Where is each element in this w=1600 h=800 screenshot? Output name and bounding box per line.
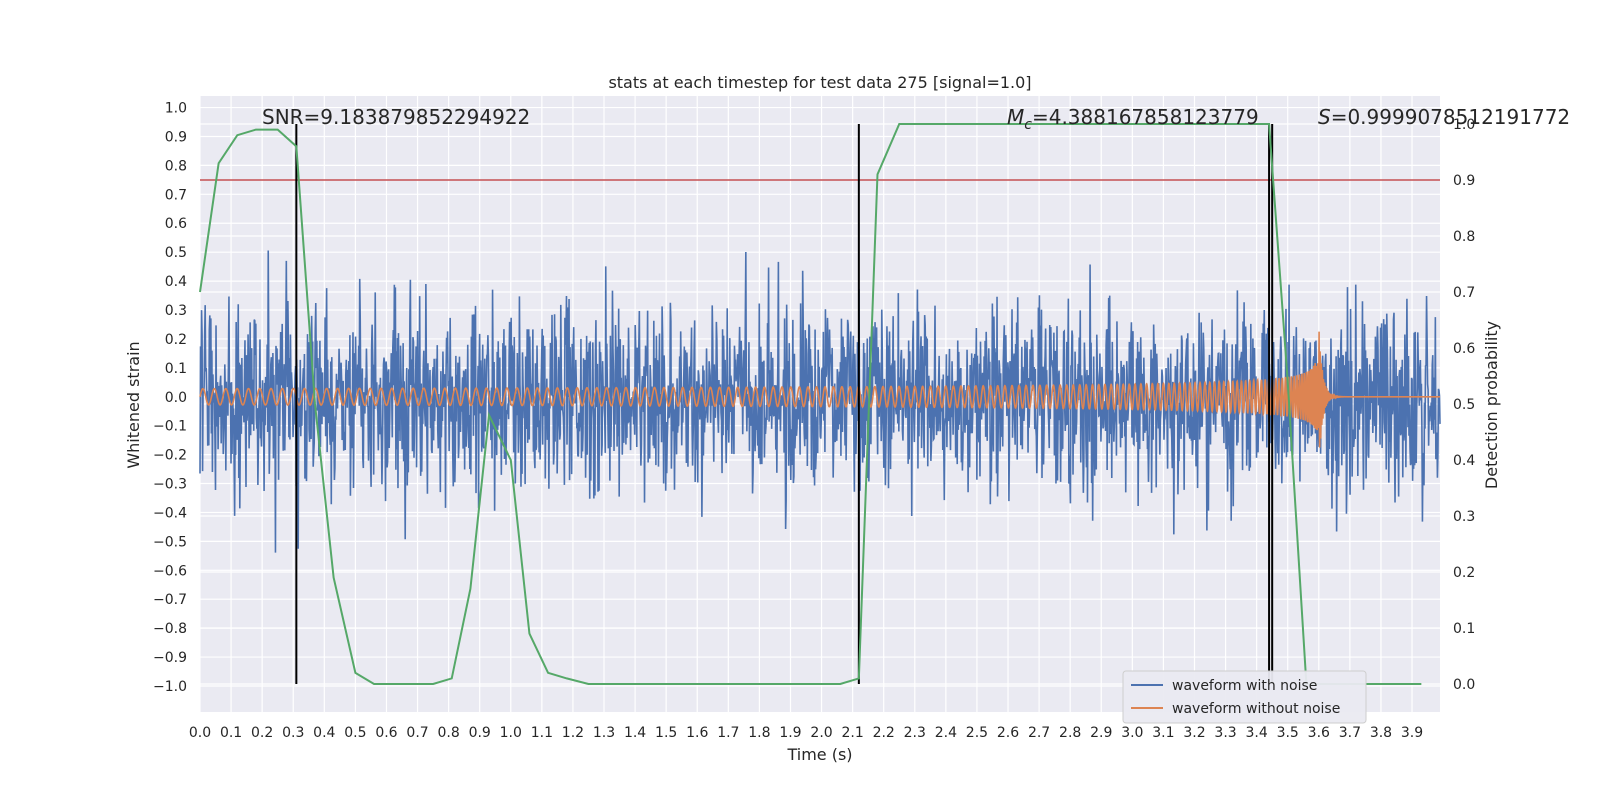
x-tick-label: 2.3 xyxy=(904,725,926,741)
legend-box xyxy=(1122,670,1367,724)
x-tick-label: 3.4 xyxy=(1246,725,1268,741)
y2-ticks: 1.0 0.9 0.8 0.7 0.6 0.5 0.4 0.3 0.2 0.1 0.0 xyxy=(1453,117,1475,693)
y2-tick-label: 0.5 xyxy=(1453,397,1475,413)
y2-tick-label: 0.6 xyxy=(1453,341,1475,357)
noise-series xyxy=(199,250,1441,553)
x-tick-label: 1.8 xyxy=(748,725,770,741)
x-tick-label: 3.8 xyxy=(1370,725,1392,741)
x-tick-label: 0.3 xyxy=(282,725,304,741)
y-tick-label: 0.9 xyxy=(165,129,187,145)
chirp-mass-subscript: c xyxy=(1024,117,1032,133)
y2-axis-label: Detection probability xyxy=(1482,321,1501,489)
x-tick-label: 0.8 xyxy=(437,725,459,741)
y2-tick-label: 0.0 xyxy=(1453,677,1475,693)
probability-line xyxy=(199,123,1422,685)
x-tick-label: 2.6 xyxy=(997,725,1019,741)
x-tick-label: 0.5 xyxy=(344,725,366,741)
x-axis-label: Time (s) xyxy=(786,745,852,764)
x-tick-label: 0.0 xyxy=(189,725,211,741)
y-tick-label: −0.5 xyxy=(153,534,187,550)
x-tick-label: 3.0 xyxy=(1121,725,1143,741)
x-ticks: 0.0 0.1 0.2 0.3 0.4 0.5 0.6 0.7 0.8 0.9 1.0 1.1 1.2 1… xyxy=(189,725,1423,741)
chart-title: stats at each timestep for test data 275… xyxy=(608,73,1031,92)
x-tick-label: 2.0 xyxy=(810,725,832,741)
chirp-mass-symbol: M xyxy=(1007,105,1024,129)
y-tick-label: 1.0 xyxy=(165,101,187,117)
x-tick-label: 1.9 xyxy=(779,725,801,741)
y-tick-label: −0.2 xyxy=(153,448,187,464)
x-tick-label: 2.7 xyxy=(1028,725,1050,741)
x-tick-label: 0.9 xyxy=(469,725,491,741)
y2-tick-label: 0.2 xyxy=(1453,565,1475,581)
x-tick-label: 3.3 xyxy=(1214,725,1236,741)
y-tick-label: 0.2 xyxy=(165,332,187,348)
x-tick-label: 0.2 xyxy=(251,725,273,741)
y2-tick-label: 1.0 xyxy=(1453,117,1475,133)
y-tick-label: 0.1 xyxy=(165,361,187,377)
y-tick-label: 0.8 xyxy=(165,158,187,174)
x-tick-label: 3.5 xyxy=(1277,725,1299,741)
s-annotation: S=0.9999078512191772 xyxy=(1318,105,1570,129)
probability-series xyxy=(199,123,1422,685)
x-tick-label: 3.6 xyxy=(1308,725,1330,741)
x-tick-label: 2.9 xyxy=(1090,725,1112,741)
x-tick-label: 3.2 xyxy=(1183,725,1205,741)
chirp-mass-annotation: Mc=4.388167858123779 xyxy=(1007,105,1259,133)
y-tick-label: 0.5 xyxy=(165,245,187,261)
legend-label-noise: waveform with noise xyxy=(1172,678,1317,694)
y2-tick-label: 0.7 xyxy=(1453,285,1475,301)
x-tick-label: 1.0 xyxy=(500,725,522,741)
chirp-mass-value: =4.388167858123779 xyxy=(1032,105,1259,129)
x-tick-label: 1.2 xyxy=(562,725,584,741)
y-axis-label: Whitened strain xyxy=(124,341,143,468)
y-ticks: 1.0 0.9 0.8 0.7 0.6 0.5 0.4 0.3 0.2 0.1 0.0 −0.1 −0.… xyxy=(153,101,187,695)
x-tick-label: 3.7 xyxy=(1339,725,1361,741)
x-tick-label: 2.5 xyxy=(966,725,988,741)
y-tick-label: −0.8 xyxy=(153,621,187,637)
x-tick-label: 1.5 xyxy=(655,725,677,741)
y-tick-label: −0.9 xyxy=(153,650,187,666)
x-tick-label: 1.1 xyxy=(531,725,553,741)
chirp-series xyxy=(199,331,1440,448)
y-tick-label: −0.4 xyxy=(153,505,187,521)
noise-line xyxy=(199,250,1441,553)
x-tick-label: 1.4 xyxy=(624,725,646,741)
snr-annotation: SNR=9.183879852294922 xyxy=(262,105,530,129)
x-tick-label: 3.1 xyxy=(1152,725,1174,741)
y-tick-label: 0.6 xyxy=(165,216,187,232)
y-tick-label: 0.4 xyxy=(165,274,187,290)
vertical-markers xyxy=(295,124,1274,684)
y2-tick-label: 0.4 xyxy=(1453,453,1475,469)
legend: waveform with noise waveform without noi… xyxy=(1122,670,1367,724)
x-tick-label: 0.4 xyxy=(313,725,335,741)
y-tick-label: −0.6 xyxy=(153,563,187,579)
x-tick-label: 3.9 xyxy=(1401,725,1423,741)
s-value: =0.9999078512191772 xyxy=(1331,105,1570,129)
x-tick-label: 0.7 xyxy=(406,725,428,741)
s-symbol: S xyxy=(1318,105,1331,129)
chirp-line xyxy=(199,331,1440,448)
y2-tick-label: 0.3 xyxy=(1453,509,1475,525)
y2-tick-label: 0.9 xyxy=(1453,173,1475,189)
y-tick-label: −1.0 xyxy=(153,679,187,695)
y-tick-label: 0.0 xyxy=(165,390,187,406)
y2-tick-label: 0.1 xyxy=(1453,621,1475,637)
y-tick-label: −0.7 xyxy=(153,592,187,608)
x-tick-label: 1.3 xyxy=(593,725,615,741)
x-tick-label: 0.1 xyxy=(220,725,242,741)
y-tick-label: −0.3 xyxy=(153,477,187,493)
y-tick-label: 0.3 xyxy=(165,303,187,319)
y2-tick-label: 0.8 xyxy=(1453,229,1475,245)
legend-label-chirp: waveform without noise xyxy=(1172,701,1340,717)
x-tick-label: 2.4 xyxy=(935,725,957,741)
x-tick-label: 0.6 xyxy=(375,725,397,741)
y-tick-label: −0.1 xyxy=(153,419,187,435)
x-tick-label: 1.6 xyxy=(686,725,708,741)
x-tick-label: 2.1 xyxy=(841,725,863,741)
y-tick-label: 0.7 xyxy=(165,187,187,203)
x-tick-label: 2.2 xyxy=(873,725,895,741)
x-tick-label: 1.7 xyxy=(717,725,739,741)
x-tick-label: 2.8 xyxy=(1059,725,1081,741)
